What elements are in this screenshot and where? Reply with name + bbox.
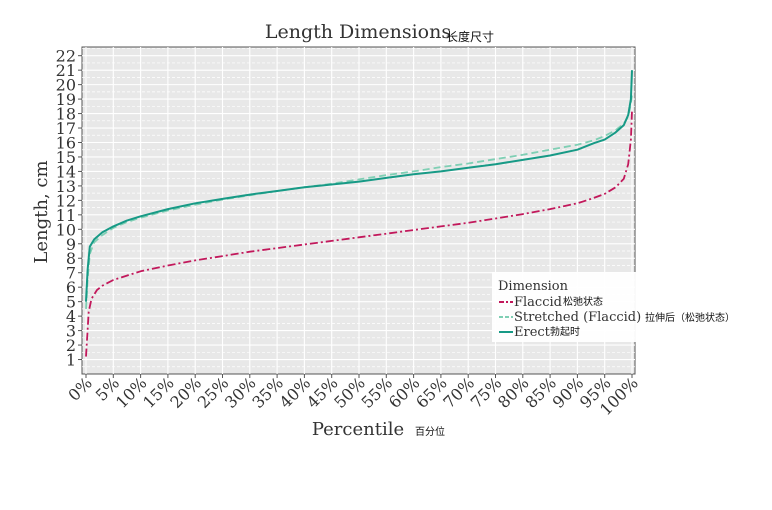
y-tick-label: 21	[56, 61, 76, 80]
x-axis-label: Percentile	[312, 419, 404, 440]
legend-label-stretched: Stretched (Flaccid)	[514, 310, 641, 325]
legend-annotation-stretched: 拉伸后（松弛状态）	[645, 311, 735, 324]
y-tick-label: 2	[66, 336, 76, 355]
y-tick-label: 13	[56, 177, 76, 196]
x-axis-label-annotation: 百分位	[415, 425, 445, 438]
series-line-flaccid	[85, 110, 633, 357]
y-tick-label: 16	[56, 133, 76, 152]
y-axis-label: Length, cm	[31, 160, 52, 263]
y-tick-label: 10	[56, 220, 76, 239]
y-tick-label: 5	[66, 293, 76, 312]
chart-title: Length Dimensions	[265, 21, 451, 43]
y-tick-label: 22	[56, 47, 76, 66]
y-tick-label: 12	[56, 191, 76, 210]
y-tick-label: 9	[66, 235, 76, 254]
legend: Dimension Flaccid 松弛状态 Stretched (Flacci…	[492, 272, 735, 342]
series-layer	[85, 70, 633, 357]
legend-label-flaccid: Flaccid	[514, 295, 562, 310]
chart-title-annotation: 长度尺寸	[446, 29, 494, 44]
y-tick-label: 3	[66, 322, 76, 341]
y-tick-label: 6	[66, 278, 76, 297]
y-tick-label: 4	[66, 307, 76, 326]
y-tick-label: 18	[56, 105, 76, 124]
series-line-stretched-flaccid	[85, 94, 633, 309]
y-tick-label: 14	[56, 162, 76, 181]
legend-annotation-flaccid: 松弛状态	[563, 295, 603, 308]
y-tick-label: 19	[56, 90, 76, 109]
y-tick-label: 15	[56, 148, 76, 167]
y-tick-label: 8	[66, 249, 76, 268]
y-tick-label: 1	[66, 351, 76, 370]
series-line-erect	[85, 70, 633, 302]
y-tick-label: 7	[66, 264, 76, 283]
legend-annotation-erect: 勃起时	[550, 325, 580, 338]
y-tick-label: 20	[56, 76, 76, 95]
y-tick-label: 17	[56, 119, 76, 138]
y-tick-label: 11	[56, 206, 76, 225]
legend-label-erect: Erect	[514, 325, 551, 340]
legend-box	[492, 272, 636, 342]
legend-title: Dimension	[498, 279, 569, 294]
